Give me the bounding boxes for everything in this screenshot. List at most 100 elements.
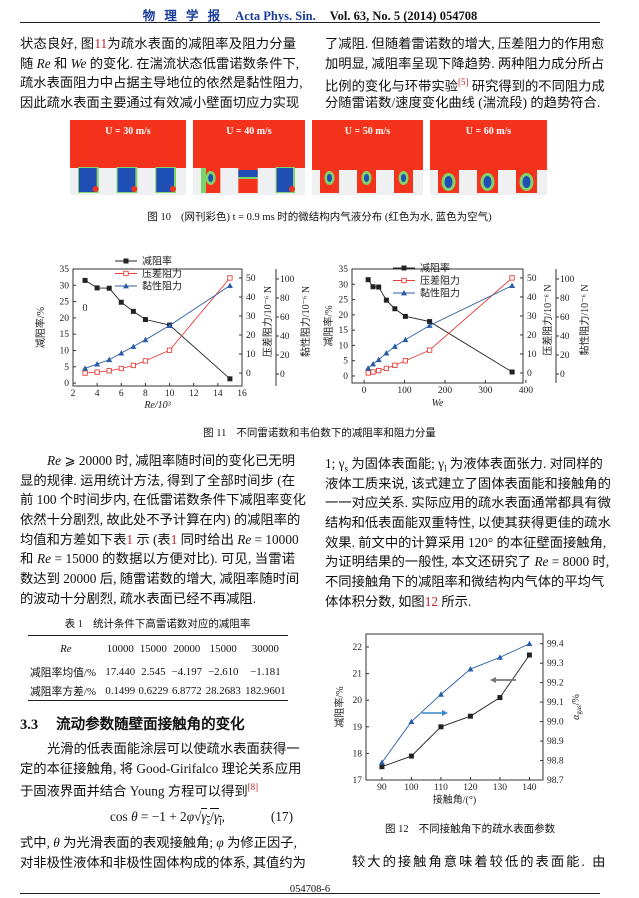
data-point [130, 343, 137, 349]
text-run: Re [36, 551, 51, 567]
text-run: 因此疏水表面主要通过有效减小壁面切应力实现 [20, 95, 300, 111]
caption-text: 不同雷诺数和韦伯数下的减阻率和阻力分量 [236, 428, 436, 439]
x-tick-label: 130 [493, 783, 508, 793]
right-column-middle-paragraph: 1; γs 为固体表面能; γl 为液体表面张力. 对同样的 液体工质来说, 该式… [325, 454, 611, 612]
text-run: s [344, 463, 349, 474]
text-run: 的波动十分剧烈, 疏水表面已经不再减阻. [20, 590, 257, 606]
reference-link[interactable]: 1 [126, 531, 134, 547]
caption-number: 图 10 [147, 212, 171, 223]
velocity-label: U = 40 m/s [226, 126, 272, 137]
arrow-annotations [422, 677, 516, 716]
text-run: 数达到 20000 后, 随雷诺数的增大, 减阻率随时间 [20, 571, 300, 587]
x-tick-label: 110 [434, 783, 448, 793]
text-line: 疏水表面阻力中占据主导地位的依然是黏性阻力, [20, 73, 303, 93]
reference-link[interactable]: 1 [170, 531, 178, 547]
legend-label: 压差阻力 [420, 274, 460, 287]
text-run: 为固体表面能; γ [348, 456, 445, 471]
reference-link[interactable]: 11 [94, 36, 108, 51]
figure-12-caption: 图 12 不同接触角下的疏水表面参数 [385, 821, 555, 836]
text-line: 前 100 个时间步内, 在低雷诺数条件下减阻率变化 [20, 490, 306, 510]
velocity-label: U = 60 m/s [465, 126, 512, 137]
data-point [94, 285, 100, 291]
series-2 [82, 275, 233, 376]
data-point [392, 362, 398, 368]
data-point [402, 358, 409, 364]
y-tick-label: 35 [60, 265, 70, 275]
x-axis-label: We [432, 398, 444, 409]
y-tick-label: 21 [353, 670, 363, 680]
text-line: 体体积分数, 如图12 所示. [325, 592, 598, 612]
data-point [118, 350, 125, 356]
text-line: 对非极性液体和非极性固体构成的体系, 其值约为 [20, 853, 306, 873]
equation-term: = −1 + 2 [137, 809, 187, 824]
y-tick-label: 25 [60, 298, 70, 308]
y-tick-label: 22 [353, 643, 363, 653]
x-tick-label: 2 [71, 389, 76, 399]
legend-label: 减阻率 [142, 255, 172, 268]
section-title: 流动参数随壁面接触角的变化 [56, 717, 245, 733]
data-point [401, 265, 407, 271]
plot-frame [365, 633, 544, 781]
y2-tick-label: 98.9 [547, 737, 564, 747]
y-tick-label: 10 [339, 341, 349, 351]
data-point [142, 358, 149, 364]
equation-term: √ [194, 809, 202, 824]
left-column-middle-paragraph: Re ⩾ 20000 时, 减阻率随时间的变化已无明 显的规律. 运用统计方法, … [20, 451, 306, 609]
text-line: 显的规律. 运用统计方法, 得到了全部时间步 (在 [20, 471, 295, 491]
data-point [106, 368, 112, 374]
text-line: 为证明结果的一般性, 本文还研究了 Re = 8000 时, [325, 552, 609, 572]
text-run: 为光滑表面的表观接触角; [59, 835, 217, 850]
data-point [376, 367, 382, 374]
text-run: 疏水表面阻力中占据主导地位的依然是黏性阻力, [20, 75, 303, 91]
data-point [142, 317, 148, 323]
table-header-row: Re 10000 15000 20000 15000 30000 [28, 636, 288, 663]
data-point [130, 308, 136, 314]
reference-link[interactable]: 12 [424, 593, 439, 609]
y2-axis-label: 压差阻力/10⁻⁶ N [541, 284, 554, 355]
text-run: 光滑的低表面能涂层可以使疏水表面获得一 [47, 741, 300, 756]
equation-term: φ [186, 809, 195, 824]
data-point [379, 764, 385, 770]
x-tick-label: 300 [478, 386, 493, 396]
velocity-label: U = 30 m/s [105, 126, 151, 137]
left-column-bottom-continuation: 式中, θ 为光滑表面的表观接触角; φ 为修正因子, 对非极性液体和非极性固体构… [20, 833, 306, 873]
text-run: 依然十分剧烈, 故此处不予计算在内) 的减阻率的 [20, 512, 301, 528]
series-1 [379, 652, 532, 770]
table-1-caption: 表 1 统计条件下高雷诺数对应的减阻率 [20, 616, 295, 631]
reference-link[interactable]: [8] [247, 782, 259, 793]
text-run: 液体工质来说, 该式建立了固体表面能和接触角的 [325, 475, 611, 491]
equation-17: cos θ = −1 + 2φ√γs/γl, (17) [20, 806, 295, 828]
x-tick-label: 100 [397, 386, 412, 396]
equation-term: l [219, 815, 222, 827]
y3-tick-label: 20 [560, 351, 570, 361]
table-cell: 17.440 [105, 665, 136, 678]
text-run: Re [47, 453, 62, 468]
table-cell: −2.610 [208, 665, 239, 678]
data-point [166, 322, 173, 328]
section-number: 3.3 [20, 717, 39, 733]
data-point [227, 275, 233, 281]
table-row: 减阻率方差/% 0.1499 0.6229 6.8772 28.2683 182.9601 [28, 681, 288, 701]
y-tick-label: 15 [60, 330, 70, 340]
text-run: 效果. 前文中的计算采用 120° 的本征壁面接触角, [325, 534, 607, 550]
table-cell: 6.8772 [171, 684, 202, 697]
right-column-bottom-text: 较大的接触角意味着较低的表面能. 由 [352, 852, 605, 872]
plot-frame [351, 268, 524, 384]
data-point [94, 369, 100, 375]
text-run: 前 100 个时间步内, 在低雷诺数条件下减阻率变化 [20, 492, 306, 508]
x-axis-label: Re/10³ [143, 400, 171, 411]
data-point [376, 284, 382, 290]
text-run: 为疏水表面的减阻率及阻力分量 [107, 36, 297, 51]
y-axis-label: 减阻率/% [34, 307, 47, 348]
text-run: 一一对应关系. 实际应用的疏水表面通常都具有微 [325, 495, 611, 511]
y-tick-label: 18 [353, 749, 363, 759]
reference-link[interactable]: [5] [457, 77, 469, 88]
data-point [94, 361, 101, 367]
y3-tick-label: 20 [280, 351, 290, 361]
y-tick-label: 35 [339, 265, 349, 275]
data-point [391, 343, 398, 349]
running-header: 物 理 学 报 Acta Phys. Sin. Vol. 63, No. 5 (20… [20, 5, 600, 24]
text-run: We [70, 55, 87, 71]
text-run: 为证明结果的一般性, 本文还研究了 [325, 554, 535, 570]
data-point [497, 695, 503, 701]
